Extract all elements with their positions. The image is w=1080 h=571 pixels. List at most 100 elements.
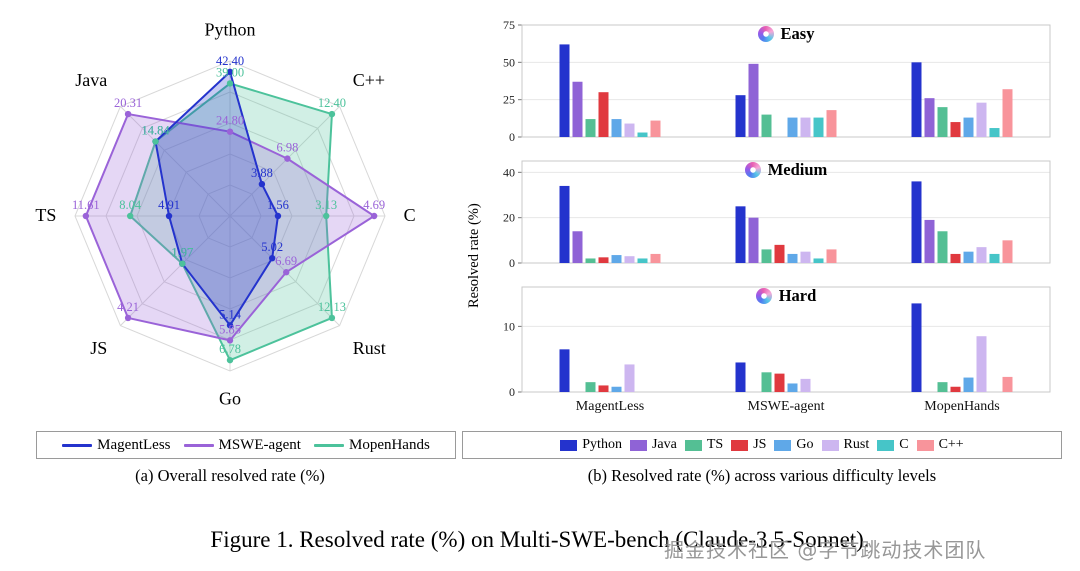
legend-item-python: Python bbox=[560, 437, 622, 453]
radar-value-label: 4.91 bbox=[158, 198, 180, 212]
radar-value-label: 39.00 bbox=[216, 65, 244, 79]
bar-Go bbox=[787, 117, 798, 137]
bar-Rust bbox=[624, 123, 635, 137]
radar-value-label: 12.40 bbox=[318, 96, 346, 110]
bar-JS bbox=[598, 92, 609, 137]
bar-C++ bbox=[650, 253, 661, 263]
radar-axis-label: Python bbox=[204, 19, 255, 39]
caption-b: (b) Resolved rate (%) across various dif… bbox=[587, 466, 937, 485]
radar-axis-label: Rust bbox=[353, 338, 386, 358]
legend-label-mswe-agent: MSWE-agent bbox=[218, 436, 301, 453]
radar-value-label: 1.56 bbox=[267, 198, 289, 212]
radar-value-label: 6.98 bbox=[276, 141, 298, 155]
bar-Python bbox=[735, 206, 746, 263]
bar-TS bbox=[937, 382, 948, 392]
radar-point bbox=[274, 212, 282, 220]
bar-Java bbox=[924, 219, 935, 263]
caption-a: (a) Overall resolved rate (%) bbox=[135, 466, 325, 485]
mswe-agent-line-swatch bbox=[183, 443, 214, 447]
ts-swatch bbox=[684, 439, 702, 451]
y-tick-label: 50 bbox=[503, 55, 515, 69]
watermark: 掘金技术社区 @字节跳动技术团队 bbox=[664, 538, 987, 562]
bar-panel-easy: 0 25 50 75 Easy bbox=[488, 18, 1058, 147]
bar-C bbox=[637, 258, 648, 263]
bar-Go bbox=[963, 251, 974, 263]
radar-point bbox=[226, 337, 234, 344]
y-tick-label: 20 bbox=[503, 211, 515, 225]
legend-item-java: Java bbox=[629, 437, 677, 453]
legend-label-python: Python bbox=[582, 437, 622, 452]
radar-point bbox=[328, 314, 336, 322]
bar-Python bbox=[559, 349, 570, 392]
js-swatch bbox=[731, 439, 749, 451]
radar-point bbox=[226, 80, 234, 87]
bar-TS bbox=[937, 231, 948, 263]
radar-point bbox=[226, 322, 234, 329]
legend-item-mswe-agent: MSWE-agent bbox=[183, 436, 301, 454]
bar-C bbox=[813, 258, 824, 263]
radar-value-label: 3.88 bbox=[251, 166, 273, 180]
bar-legend: Python Java TS JS Go Rust C C++ bbox=[462, 431, 1062, 459]
radar-value-label: 4.69 bbox=[363, 198, 385, 212]
bar-C bbox=[989, 128, 1000, 137]
bar-Rust bbox=[800, 378, 811, 392]
radar-value-label: 12.13 bbox=[318, 300, 346, 314]
radar-grid-spoke bbox=[120, 106, 231, 217]
radar-value-label: 14.84 bbox=[141, 124, 170, 138]
bar-Python bbox=[911, 181, 922, 263]
y-tick-label: 75 bbox=[503, 20, 515, 32]
x-tick-label: MagentLess bbox=[576, 399, 644, 414]
y-tick-label: 25 bbox=[503, 93, 515, 107]
panel-frame bbox=[521, 24, 1051, 138]
bar-C++ bbox=[826, 249, 837, 263]
radar-value-label: 4.21 bbox=[117, 300, 139, 314]
legend-label-magentless: MagentLess bbox=[97, 436, 171, 453]
y-tick-label: 40 bbox=[503, 165, 515, 179]
bar-Java bbox=[572, 81, 583, 137]
bar-Go bbox=[611, 119, 622, 137]
legend-label-js: JS bbox=[753, 437, 767, 452]
radar-axis-label: C++ bbox=[353, 70, 385, 90]
bar-C bbox=[813, 117, 824, 137]
bar-Go bbox=[611, 255, 622, 263]
legend-label-java: Java bbox=[651, 437, 677, 452]
bar-Python bbox=[911, 303, 922, 392]
radar-value-label: 5.14 bbox=[219, 307, 242, 321]
bar-Java bbox=[924, 98, 935, 137]
radar-value-label: 14.84 bbox=[141, 124, 170, 138]
legend-item-c: C bbox=[877, 437, 909, 453]
x-tick-label: MSWE-agent bbox=[748, 399, 825, 414]
legend-item-magentless: MagentLess bbox=[62, 436, 171, 454]
legend-label-ts: TS bbox=[706, 437, 724, 452]
bar-TS bbox=[761, 249, 772, 263]
bar-JS bbox=[598, 257, 609, 263]
radar-point bbox=[126, 212, 134, 220]
bar-panels: 0 25 50 75 Easy 0 20 40 Medium 0 10 MagentLess M… bbox=[488, 18, 1058, 430]
bar-JS bbox=[950, 122, 961, 137]
radar-point bbox=[268, 254, 276, 262]
bar-JS bbox=[598, 385, 609, 392]
bar-Go bbox=[787, 253, 798, 263]
radar-grid-spoke bbox=[120, 215, 231, 326]
radar-point bbox=[226, 68, 234, 76]
bar-JS bbox=[774, 244, 785, 263]
radar-value-label: 42.40 bbox=[216, 54, 244, 68]
medium-chart: 0 20 40 bbox=[503, 160, 1051, 270]
radar-point bbox=[124, 110, 132, 118]
radar-value-label: 6.69 bbox=[275, 254, 297, 268]
legend-item-rust: Rust bbox=[821, 437, 869, 453]
bar-Python bbox=[559, 185, 570, 263]
radar-value-label: 1.97 bbox=[171, 246, 193, 260]
bar-JS bbox=[774, 373, 785, 392]
radar-point bbox=[165, 212, 173, 220]
bar-Go bbox=[787, 383, 798, 392]
radar-point bbox=[323, 212, 330, 220]
bar-Python bbox=[911, 62, 922, 138]
go-swatch bbox=[774, 439, 792, 451]
bar-Java bbox=[572, 231, 583, 263]
magentless-line-swatch bbox=[62, 443, 93, 447]
mopenhands-line-swatch bbox=[313, 443, 344, 447]
bar-Rust bbox=[976, 102, 987, 137]
radar-chart: 42.40 3.88 1.56 5.02 5.14 1.97 4.91 14.84 24.80 6… bbox=[35, 19, 415, 408]
legend-item-cpp: C++ bbox=[916, 437, 964, 453]
